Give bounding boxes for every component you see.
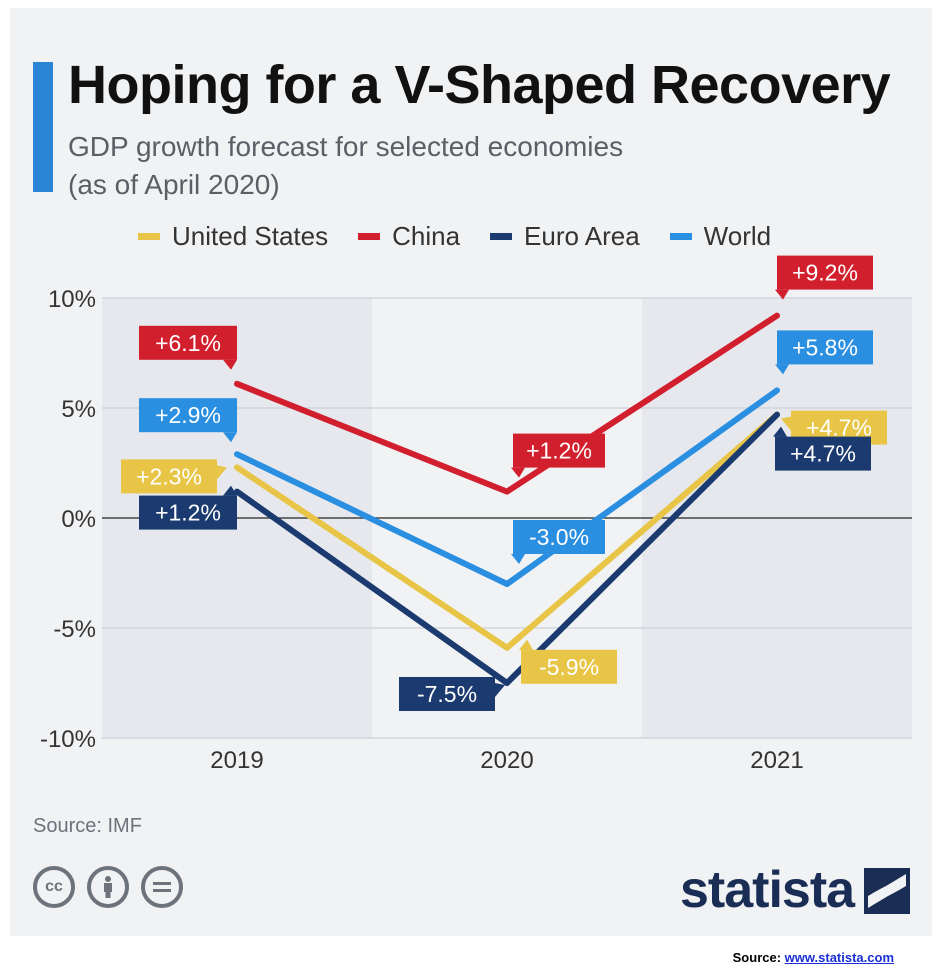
data-label-box (777, 330, 873, 365)
source-note: Source: IMF (33, 815, 142, 837)
data-label-tail (775, 289, 789, 300)
data-label: +1.2% (155, 500, 221, 526)
series-line (234, 387, 780, 587)
legend-label: United States (172, 220, 329, 251)
data-label-tail (223, 432, 237, 443)
legend-swatch (669, 232, 692, 240)
legend-item: United States (138, 221, 328, 252)
legend-label: Euro Area (524, 220, 640, 251)
data-label: -3.0% (529, 524, 589, 550)
data-label: -7.5% (417, 681, 477, 707)
data-label-box (139, 495, 237, 530)
data-label-tail (223, 359, 237, 370)
data-label: +2.3% (136, 463, 202, 489)
chart-legend: United States China Euro Area World (138, 218, 801, 254)
data-label-box (139, 398, 237, 433)
series-line (234, 312, 780, 495)
data-label-tail (773, 426, 787, 437)
data-label-tail (495, 683, 505, 697)
data-label-tail (519, 639, 533, 650)
x-tick-label: 2020 (480, 747, 533, 774)
data-label: -5.9% (539, 654, 599, 680)
y-tick-label: 10% (48, 286, 96, 313)
legend-label: World (703, 220, 772, 251)
legend-item: China (358, 221, 460, 252)
data-label-tail (217, 465, 227, 480)
data-label-box (121, 459, 217, 494)
data-label: +9.2% (792, 260, 858, 286)
data-label-box (399, 677, 495, 711)
statista-logo[interactable]: statista (680, 861, 855, 919)
footer-source: Source: www.statista.com (733, 950, 894, 965)
y-tick-label: 5% (61, 396, 96, 423)
x-tick-label: 2021 (750, 747, 803, 774)
data-label-tail (511, 554, 525, 564)
series-line (234, 411, 780, 686)
subtitle-line-2: (as of April 2020) (68, 169, 280, 200)
data-label-box (775, 436, 871, 471)
data-label-tail (781, 416, 791, 431)
subtitle-line-1: GDP growth forecast for selected economi… (68, 131, 624, 162)
y-tick-label: -5% (53, 616, 96, 643)
cc-icon[interactable]: cc (33, 866, 75, 908)
data-label-box (521, 649, 617, 684)
legend-swatch (138, 232, 160, 240)
footer-source-label: Source: (732, 950, 782, 965)
statista-logo-icon (864, 868, 910, 914)
data-label-box (513, 433, 605, 468)
data-label: +4.7% (806, 415, 872, 441)
legend-label: China (392, 220, 461, 251)
data-label: +6.1% (155, 330, 221, 356)
data-label: +4.7% (790, 441, 856, 467)
data-label: +2.9% (155, 402, 221, 428)
license-icons: cc (33, 866, 195, 908)
data-label: +1.2% (526, 438, 592, 464)
accent-bar (33, 62, 53, 192)
attribution-icon[interactable] (87, 866, 129, 908)
data-label-box (139, 325, 237, 360)
data-label-tail (511, 467, 525, 478)
data-label-tail (223, 485, 237, 496)
footer-source-link[interactable]: www.statista.com (784, 950, 894, 965)
legend-swatch (358, 232, 381, 240)
x-tick-label: 2019 (210, 747, 263, 774)
data-label-box (513, 520, 605, 554)
series-line (234, 411, 780, 651)
data-label-tail (775, 364, 789, 375)
page-title: Hoping for a V-Shaped Recovery (68, 55, 891, 115)
legend-item: Euro Area (490, 221, 640, 252)
page-subtitle: GDP growth forecast for selected economi… (68, 128, 623, 204)
y-tick-label: -10% (40, 726, 96, 753)
no-derivatives-icon[interactable] (141, 866, 183, 908)
data-label: +5.8% (792, 334, 858, 360)
legend-item: World (669, 220, 772, 252)
y-tick-label: 0% (61, 506, 96, 533)
data-label-box (777, 255, 873, 290)
legend-swatch (490, 232, 513, 240)
